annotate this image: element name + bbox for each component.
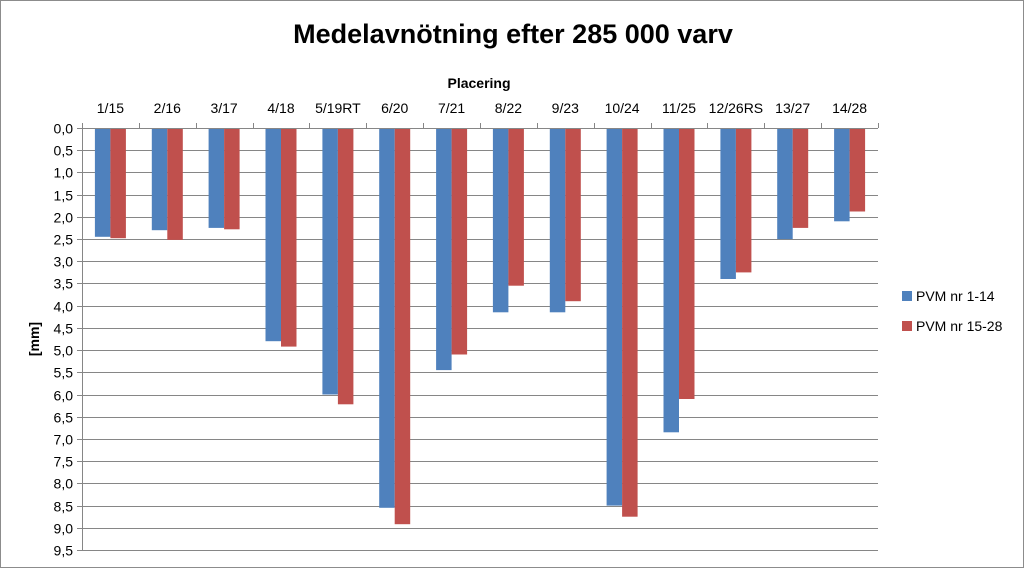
y-tick-label: 1,0	[54, 165, 74, 181]
bar-series-1	[834, 128, 850, 222]
bar-series-2	[451, 128, 468, 355]
x-tick-label: 3/17	[210, 100, 237, 116]
bar-series-1	[208, 128, 225, 228]
bar-series-1	[606, 128, 623, 506]
y-tick-label: 9,0	[54, 521, 74, 537]
bar-series-1	[379, 128, 395, 508]
grid-lines	[82, 150, 878, 551]
bar-series-2	[849, 128, 866, 212]
bar-series-2	[735, 128, 752, 273]
bar-series-1	[151, 128, 168, 231]
y-tick-label: 5,5	[54, 365, 74, 381]
y-tick-label: 7,5	[54, 454, 74, 470]
bar-series-2	[110, 128, 126, 239]
legend-swatch	[902, 291, 912, 301]
y-tick-label: 3,0	[54, 254, 74, 270]
bars	[94, 128, 866, 525]
bar-series-1	[94, 128, 111, 237]
x-tick-label: 13/27	[775, 100, 810, 116]
bar-series-1	[720, 128, 736, 279]
x-tick-label: 2/16	[154, 100, 181, 116]
bar-series-2	[281, 128, 297, 347]
y-axis-title: [mm]	[26, 322, 42, 356]
chart-title: Medelavnötning efter 285 000 varv	[293, 19, 733, 49]
y-tick-label: 8,0	[54, 476, 74, 492]
x-tick-label: 5/19RT	[315, 100, 361, 116]
y-tick-label: 6,0	[54, 388, 74, 404]
bar-series-1	[663, 128, 679, 433]
x-tick-labels: 1/15 2/16 3/17 4/18 5/19RT 6/20 7/21 8/22 9/23 10…	[97, 100, 868, 116]
x-axis-title: Placering	[447, 75, 510, 91]
x-tick-label: 7/21	[438, 100, 465, 116]
bar-series-2	[394, 128, 411, 525]
y-tick-label: 3,5	[54, 276, 74, 292]
y-tick-label: 8,5	[54, 499, 74, 515]
bar-series-2	[622, 128, 638, 517]
bar-series-2	[167, 128, 183, 240]
y-tick-labels: 0,0 0,5 1,0 1,5 2,0 2,5 3,0 3,5 4,0 4,5 5,0 5,5 6,0 6…	[54, 121, 74, 559]
bar-series-2	[565, 128, 581, 302]
legend-label: PVM nr 15-28	[916, 318, 1003, 334]
bar-series-1	[492, 128, 509, 313]
y-tick-label: 2,0	[54, 210, 74, 226]
y-tick-label: 9,5	[54, 543, 74, 559]
y-tick-label: 4,0	[54, 299, 74, 315]
legend-label: PVM nr 1-14	[916, 288, 995, 304]
y-tick-label: 5,0	[54, 343, 74, 359]
axes	[77, 123, 879, 551]
y-tick-label: 7,0	[54, 432, 74, 448]
x-tick-label: 11/25	[662, 100, 696, 116]
x-tick-label: 6/20	[381, 100, 408, 116]
bar-series-2	[679, 128, 695, 399]
bar-series-2	[337, 128, 354, 405]
x-tick-label: 9/23	[552, 100, 579, 116]
bar-series-1	[436, 128, 452, 371]
x-tick-label: 4/18	[267, 100, 294, 116]
y-tick-label: 4,5	[54, 321, 74, 337]
y-tick-label: 0,0	[54, 121, 74, 137]
bar-series-1	[549, 128, 566, 313]
bar-series-2	[224, 128, 240, 230]
y-tick-label: 1,5	[54, 188, 74, 204]
x-tick-label: 10/24	[605, 100, 640, 116]
x-tick-label: 12/26RS	[709, 100, 763, 116]
bar-series-2	[508, 128, 524, 286]
x-tick-label: 14/28	[832, 100, 867, 116]
bar-series-2	[792, 128, 809, 228]
bar-series-1	[777, 128, 793, 240]
x-tick-label: 8/22	[495, 100, 522, 116]
x-tick-label: 1/15	[97, 100, 124, 116]
bar-series-1	[322, 128, 338, 395]
y-tick-label: 0,5	[54, 143, 74, 159]
legend-swatch	[902, 321, 912, 331]
bar-series-1	[265, 128, 281, 342]
y-tick-label: 2,5	[54, 232, 74, 248]
legend: PVM nr 1-14 PVM nr 15-28	[902, 288, 1003, 334]
y-tick-label: 6,5	[54, 410, 74, 426]
